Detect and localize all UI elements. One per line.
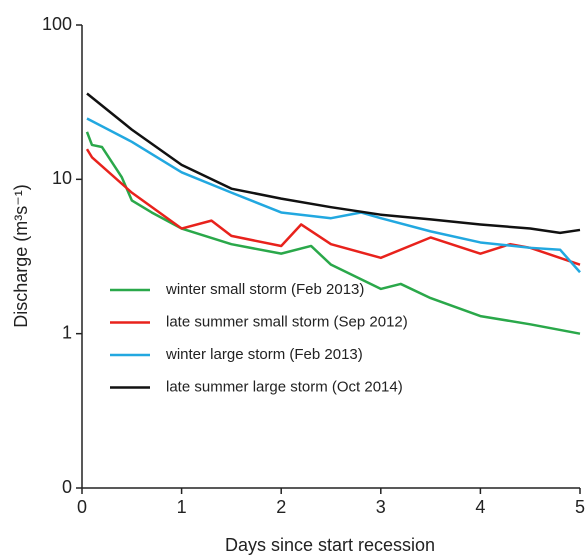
y-axis-label: Discharge (m³s⁻¹) [11,184,31,328]
series-line [85,131,581,335]
y-tick-label: 10 [52,168,72,188]
x-axis-label: Days since start recession [225,535,435,555]
series-line [85,148,581,266]
y-tick-label: 100 [42,14,72,34]
x-tick-label: 1 [177,497,187,517]
y-tick-label: 1 [62,322,72,342]
legend-label: winter large storm (Feb 2013) [165,346,363,363]
x-tick-label: 4 [475,497,485,517]
series-line [86,117,581,274]
x-tick-label: 2 [276,497,286,517]
x-tick-label: 0 [77,497,87,517]
x-tick-label: 5 [575,497,585,517]
series-line [86,92,581,235]
legend-label: late summer large storm (Oct 2014) [166,378,403,395]
x-tick-label: 3 [376,497,386,517]
legend-label: winter small storm (Feb 2013) [165,281,364,298]
y-tick-label: 0 [62,477,72,497]
legend-label: late summer small storm (Sep 2012) [166,313,408,330]
